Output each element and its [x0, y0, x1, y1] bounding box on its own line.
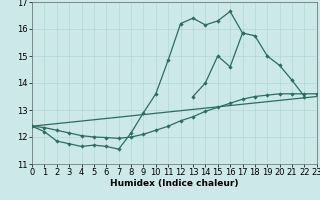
X-axis label: Humidex (Indice chaleur): Humidex (Indice chaleur)	[110, 179, 239, 188]
